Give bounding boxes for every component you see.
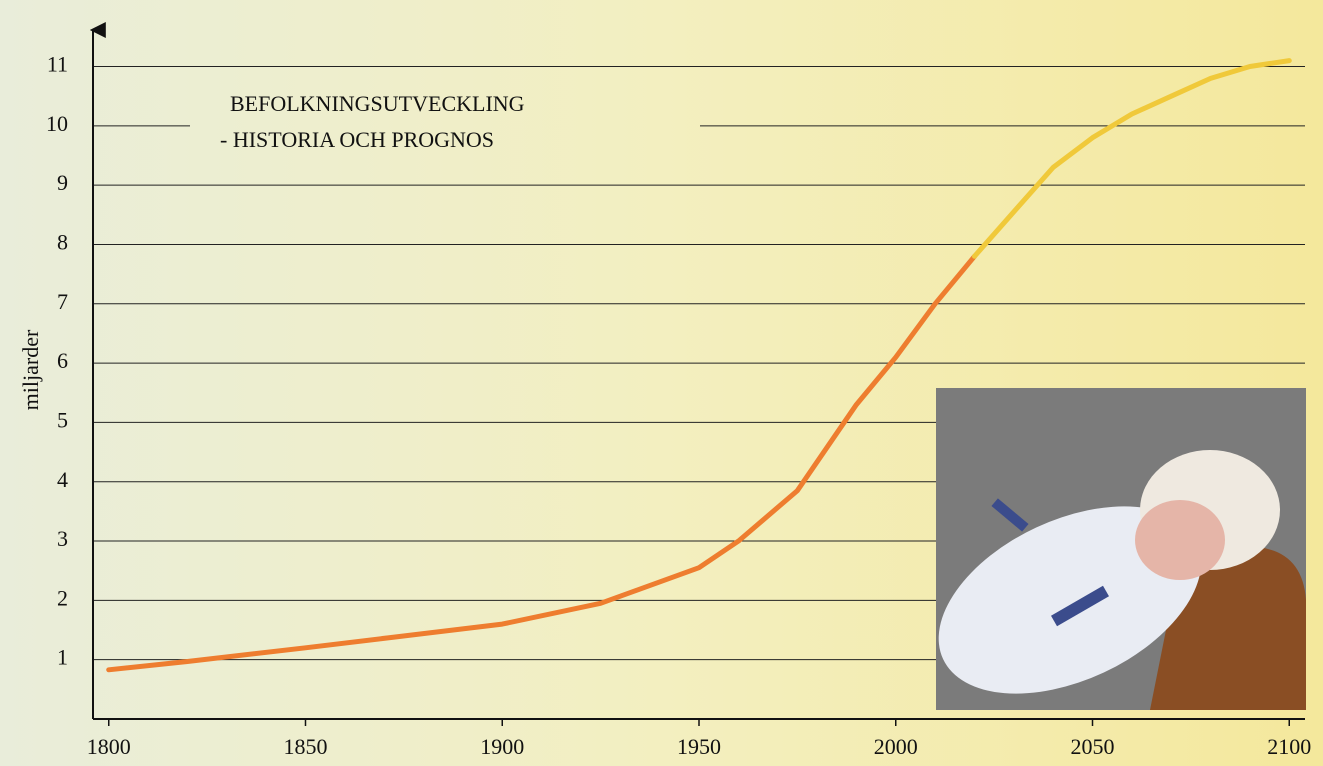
x-tick-label: 1950: [677, 734, 721, 759]
x-tick-label: 1900: [480, 734, 524, 759]
y-axis-label: miljarder: [18, 329, 43, 410]
chart-title: - HISTORIA OCH PROGNOS: [220, 127, 494, 152]
y-tick-label: 3: [57, 526, 68, 551]
y-tick-label: 11: [47, 52, 68, 77]
y-tick-label: 10: [46, 111, 68, 136]
y-tick-label: 5: [57, 407, 68, 432]
x-tick-label: 2050: [1071, 734, 1115, 759]
y-tick-label: 6: [57, 348, 68, 373]
photo: [909, 388, 1306, 732]
y-tick-label: 2: [57, 585, 68, 610]
page: {"chart_data": {"type": "line", "title":…: [0, 0, 1323, 766]
x-tick-label: 1850: [283, 734, 327, 759]
x-tick-label: 2100: [1267, 734, 1311, 759]
y-tick-label: 9: [57, 170, 68, 195]
y-tick-label: 8: [57, 230, 68, 255]
y-tick-label: 7: [57, 289, 68, 314]
chart-title: BEFOLKNINGSUTVECKLING: [230, 91, 525, 116]
x-tick-label: 1800: [87, 734, 131, 759]
y-tick-label: 4: [57, 467, 68, 492]
y-tick-label: 1: [57, 645, 68, 670]
x-tick-label: 2000: [874, 734, 918, 759]
chart: BEFOLKNINGSUTVECKLING - HISTORIA OCH PRO…: [0, 0, 1323, 766]
